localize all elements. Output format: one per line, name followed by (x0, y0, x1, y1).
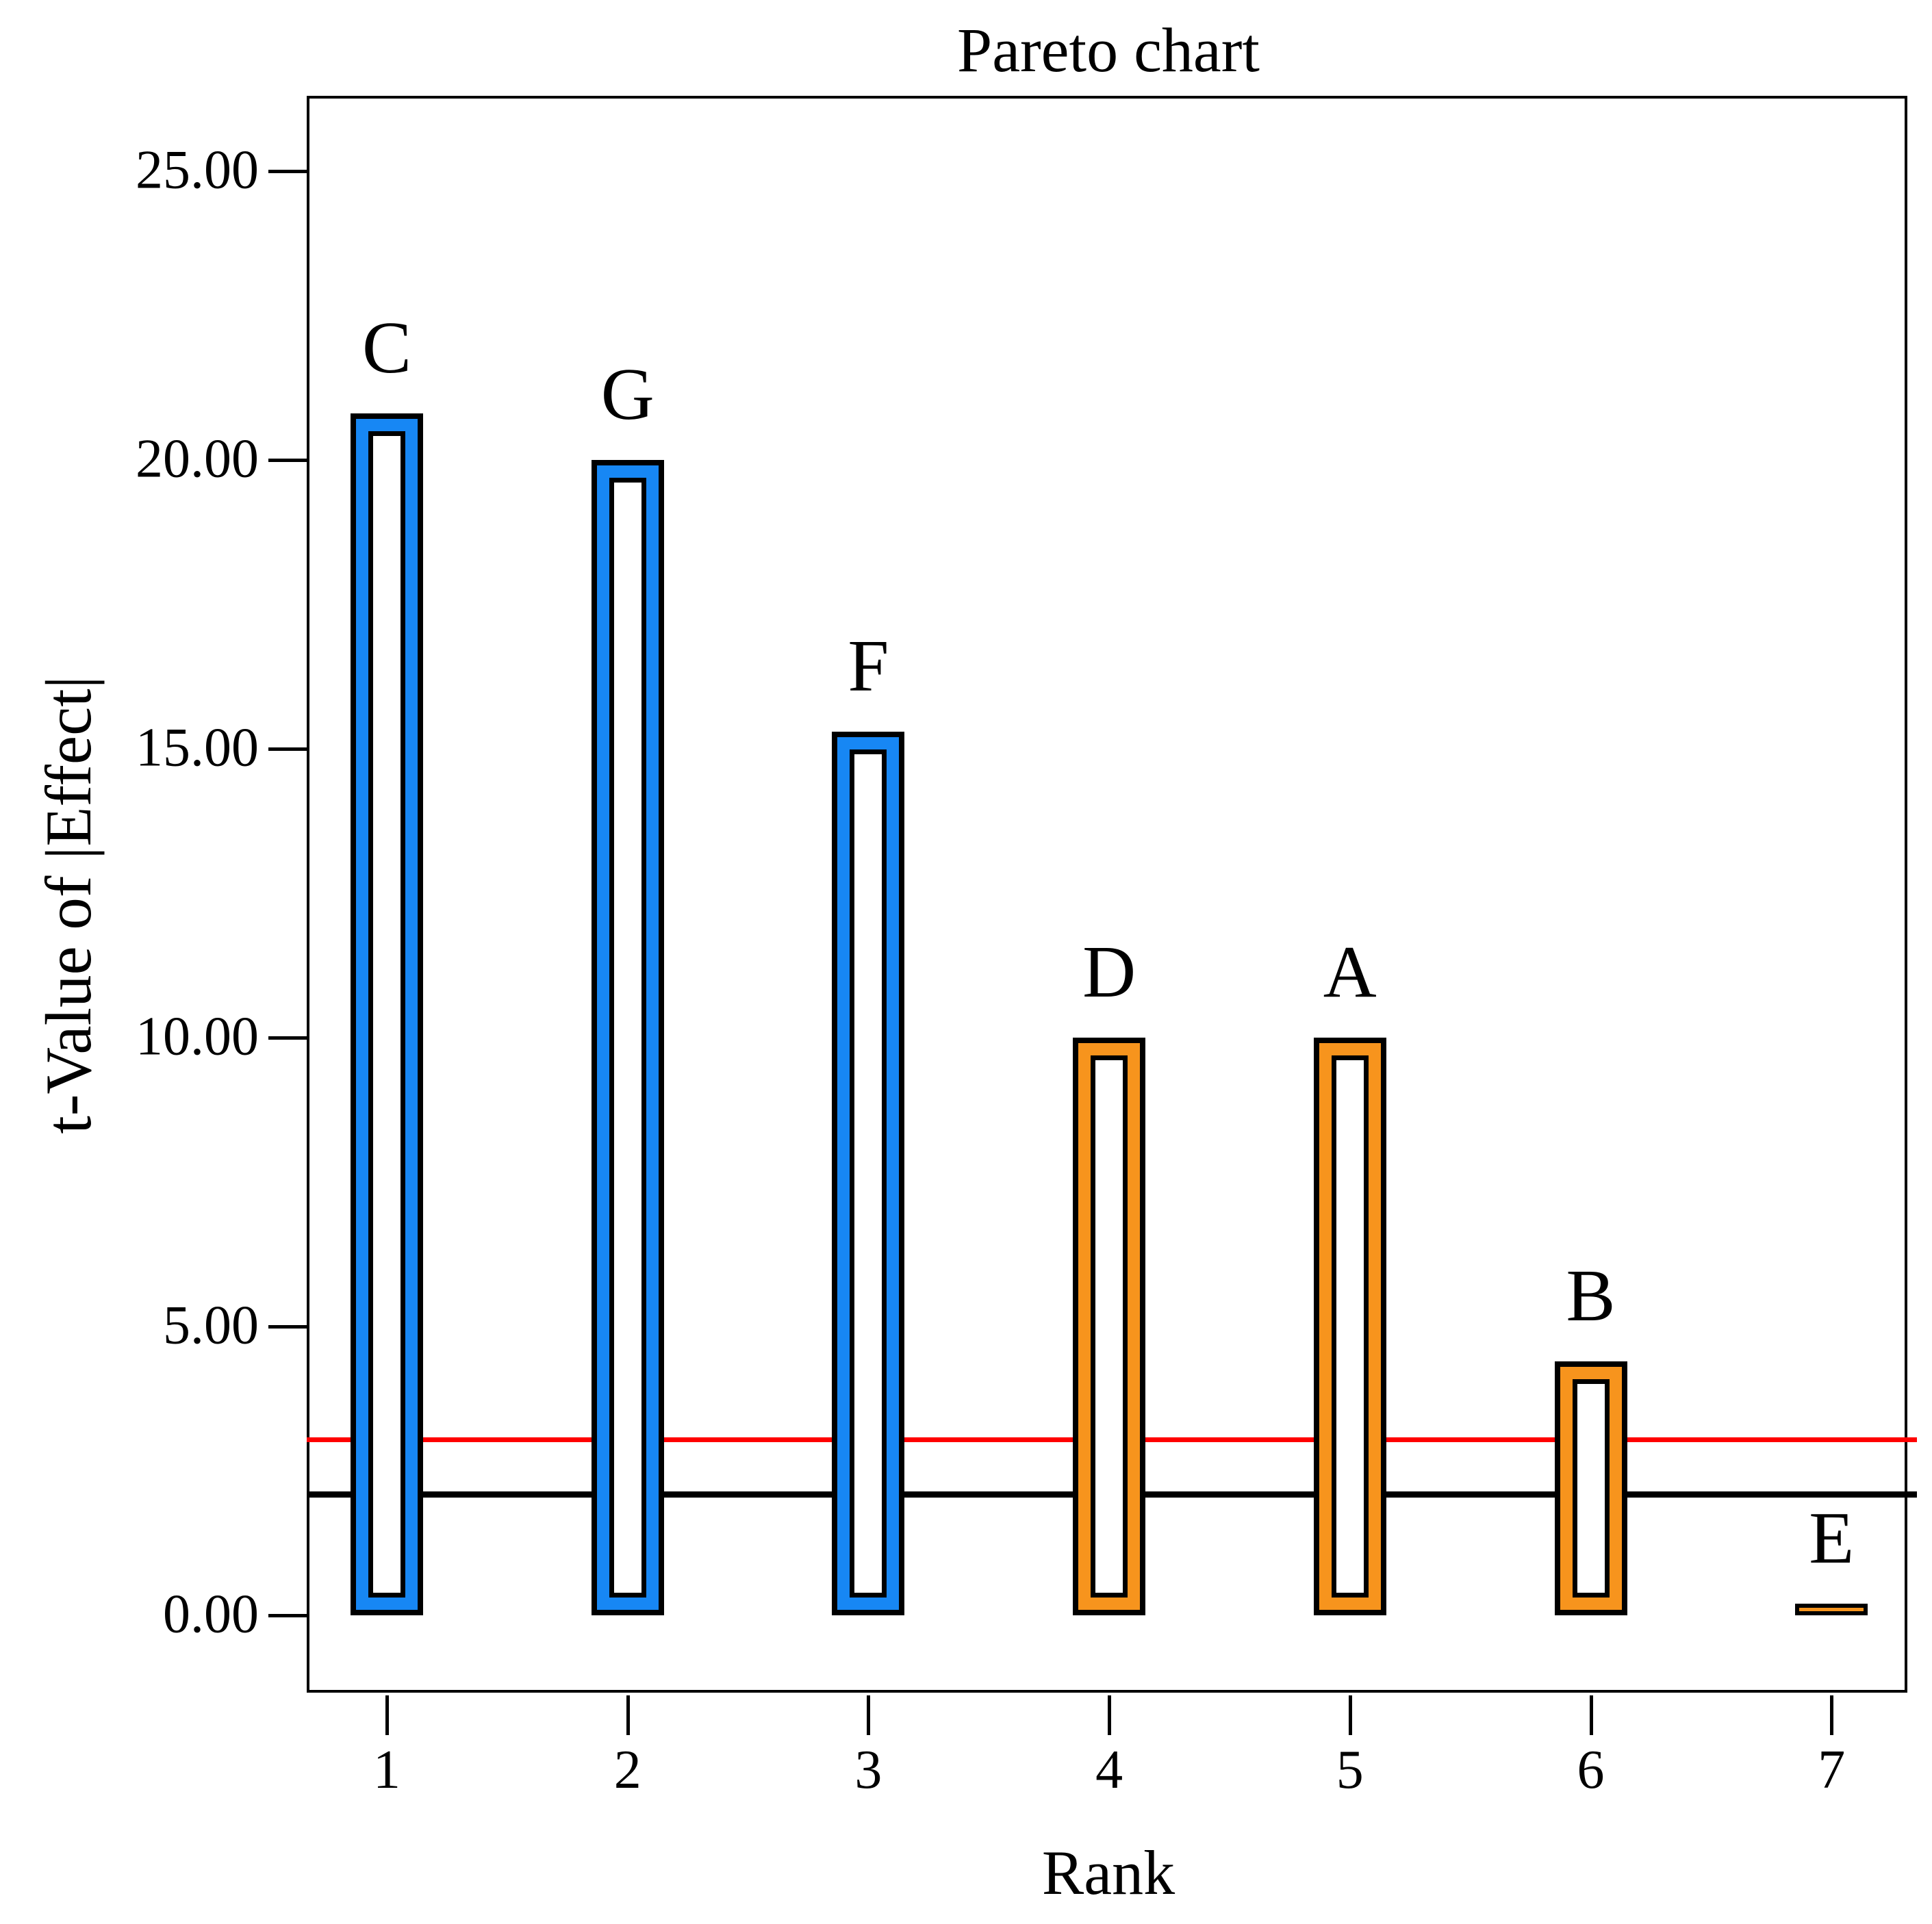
bar-hole (1577, 1384, 1605, 1593)
bar-rank-1 (351, 413, 423, 1615)
y-tick-label: 0.00 (163, 1584, 259, 1645)
bar-hole (373, 436, 401, 1593)
bar-band (1799, 1608, 1864, 1611)
x-tick-label: 3 (854, 1740, 882, 1800)
y-tick (268, 1614, 307, 1617)
y-tick-label: 25.00 (136, 140, 259, 201)
x-tick-label: 5 (1336, 1740, 1364, 1800)
bar-rank-6 (1554, 1361, 1627, 1615)
x-tick (1830, 1695, 1834, 1735)
bar-rank-7 (1795, 1604, 1868, 1615)
bar-hole (1336, 1060, 1364, 1593)
bar-label-D: D (1082, 932, 1136, 1013)
y-tick-label: 20.00 (136, 428, 259, 489)
x-tick (626, 1695, 630, 1735)
x-tick-label: 6 (1577, 1740, 1605, 1800)
y-tick-label: 10.00 (136, 1006, 259, 1067)
y-tick (268, 1036, 307, 1040)
bar-label-E: E (1809, 1498, 1855, 1579)
x-tick (1589, 1695, 1593, 1735)
x-tick-label: 1 (373, 1740, 401, 1800)
bar-label-G: G (600, 354, 654, 435)
bar-hole (613, 483, 641, 1593)
y-tick-label: 15.00 (136, 717, 259, 778)
bar-label-F: F (848, 626, 889, 707)
y-axis-title: t-Value of |Effect| (32, 676, 105, 1134)
chart-title: Pareto chart (957, 15, 1260, 85)
x-tick (1348, 1695, 1352, 1735)
x-tick (867, 1695, 871, 1735)
bar-label-C: C (361, 307, 412, 389)
y-tick (268, 170, 307, 173)
bar-rank-3 (832, 732, 905, 1615)
bar-rank-2 (591, 460, 664, 1615)
bar-hole (1095, 1060, 1123, 1593)
bar-label-B: B (1566, 1255, 1616, 1337)
x-tick-label: 7 (1818, 1740, 1846, 1800)
y-tick-label: 5.00 (163, 1295, 259, 1356)
x-tick (385, 1695, 389, 1735)
bar-rank-4 (1073, 1038, 1146, 1615)
bar-rank-5 (1313, 1038, 1386, 1615)
bar-label-A: A (1323, 932, 1377, 1013)
x-tick-label: 2 (613, 1740, 641, 1800)
bar-hole (854, 754, 882, 1593)
y-tick (268, 1325, 307, 1329)
y-tick (268, 747, 307, 751)
x-tick-label: 4 (1095, 1740, 1123, 1800)
y-tick (268, 459, 307, 462)
x-axis-title: Rank (1041, 1838, 1175, 1908)
x-tick (1108, 1695, 1112, 1735)
